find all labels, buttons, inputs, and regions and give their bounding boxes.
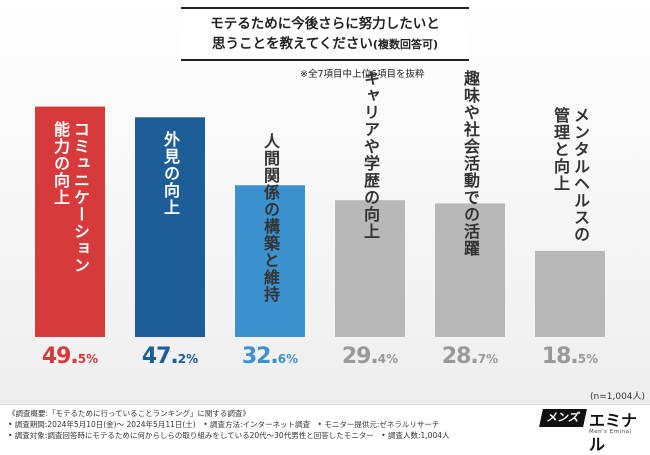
category-label-1: コミュニケーション 能力の向上 [50,121,90,274]
selection-note: ※全7項目中上位6項目を抜粋 [300,69,425,80]
category-label-line: メンタルヘルスの [571,106,590,243]
value-decimal: 5% [577,352,599,366]
survey-line-2: • 調査期間:2024年5月10日(金)〜 2024年5月11日(土) • 調査… [8,420,440,429]
survey-line-1: 《調査概要:「モテるために行っていることランキング」に関する調査》 [8,409,250,418]
category-label-line: 能力の向上 [51,120,70,206]
value-label-4: 29.4% [335,343,405,373]
bar-2 [135,117,205,338]
value-integer: 47. [141,344,179,369]
survey-line-3: • 調査対象:調査回答時にモテるために何からしらの取り組みをしている20代〜30… [8,431,450,440]
category-label-line: 外見の向上 [161,131,180,217]
category-label-line: 趣味や社会活動での活躍 [461,70,480,257]
bar-3 [235,185,305,337]
category-label-3: 人間関係の構築と維持 [260,133,280,303]
value-label-3: 32.6% [235,343,305,373]
bar-chart [35,106,605,338]
value-label-1: 49.5% [35,343,105,373]
value-decimal: 6% [277,352,299,366]
value-decimal: 7% [477,352,499,366]
value-integer: 49. [41,344,79,369]
category-label-line: 人間関係の構築と維持 [261,133,280,304]
sample-size-label: (n=1,004人) [590,392,646,402]
category-label-6: メンタルヘルスの 管理と向上 [550,107,590,243]
category-label-line: 管理と向上 [551,106,570,192]
value-label-6: 18.5% [535,343,605,373]
category-label-2: 外見の向上 [160,131,180,216]
category-label-5: 趣味や社会活動での活躍 [460,70,480,257]
value-label-2: 47.2% [135,343,205,373]
brand-name: エミナル [589,411,638,454]
bar-5 [435,203,505,337]
chart-title-suffix: (複数回答可) [372,38,438,51]
value-decimal: 5% [77,352,99,366]
survey-footer: 《調査概要:「モテるために行っていることランキング」に関する調査》 • 調査期間… [0,404,650,451]
bar-6 [535,250,605,337]
bar-4 [335,200,405,337]
value-integer: 32. [241,344,279,369]
brand-subtitle: Men's Eminal [589,429,632,435]
category-label-line: コミュニケーション [71,120,90,274]
chart-title-line1: モテるために今後さらに努力したいと [210,16,440,32]
chart-title-line2-main: 思うことを教えてください [212,36,373,52]
brand-logo: メンズ エミナル Men's Eminal [539,407,645,454]
chart-title-box: モテるために今後さらに努力したいと 思うことを教えてください(複数回答可) [181,7,469,61]
value-label-5: 28.7% [435,343,505,373]
value-decimal: 2% [177,352,199,366]
value-decimal: 4% [377,352,399,366]
category-label-line: キャリアや学歴の向上 [361,70,380,240]
bar-1 [35,106,105,337]
category-label-4: キャリアや学歴の向上 [360,70,380,240]
brand-mark: メンズ [539,409,587,427]
chart-title-line2: 思うことを教えてください(複数回答可) [181,34,469,55]
value-integer: 29. [341,344,379,369]
survey-details: 《調査概要:「モテるために行っていることランキング」に関する調査》 • 調査期間… [8,408,450,441]
value-integer: 28. [441,344,479,369]
value-integer: 18. [541,344,579,369]
